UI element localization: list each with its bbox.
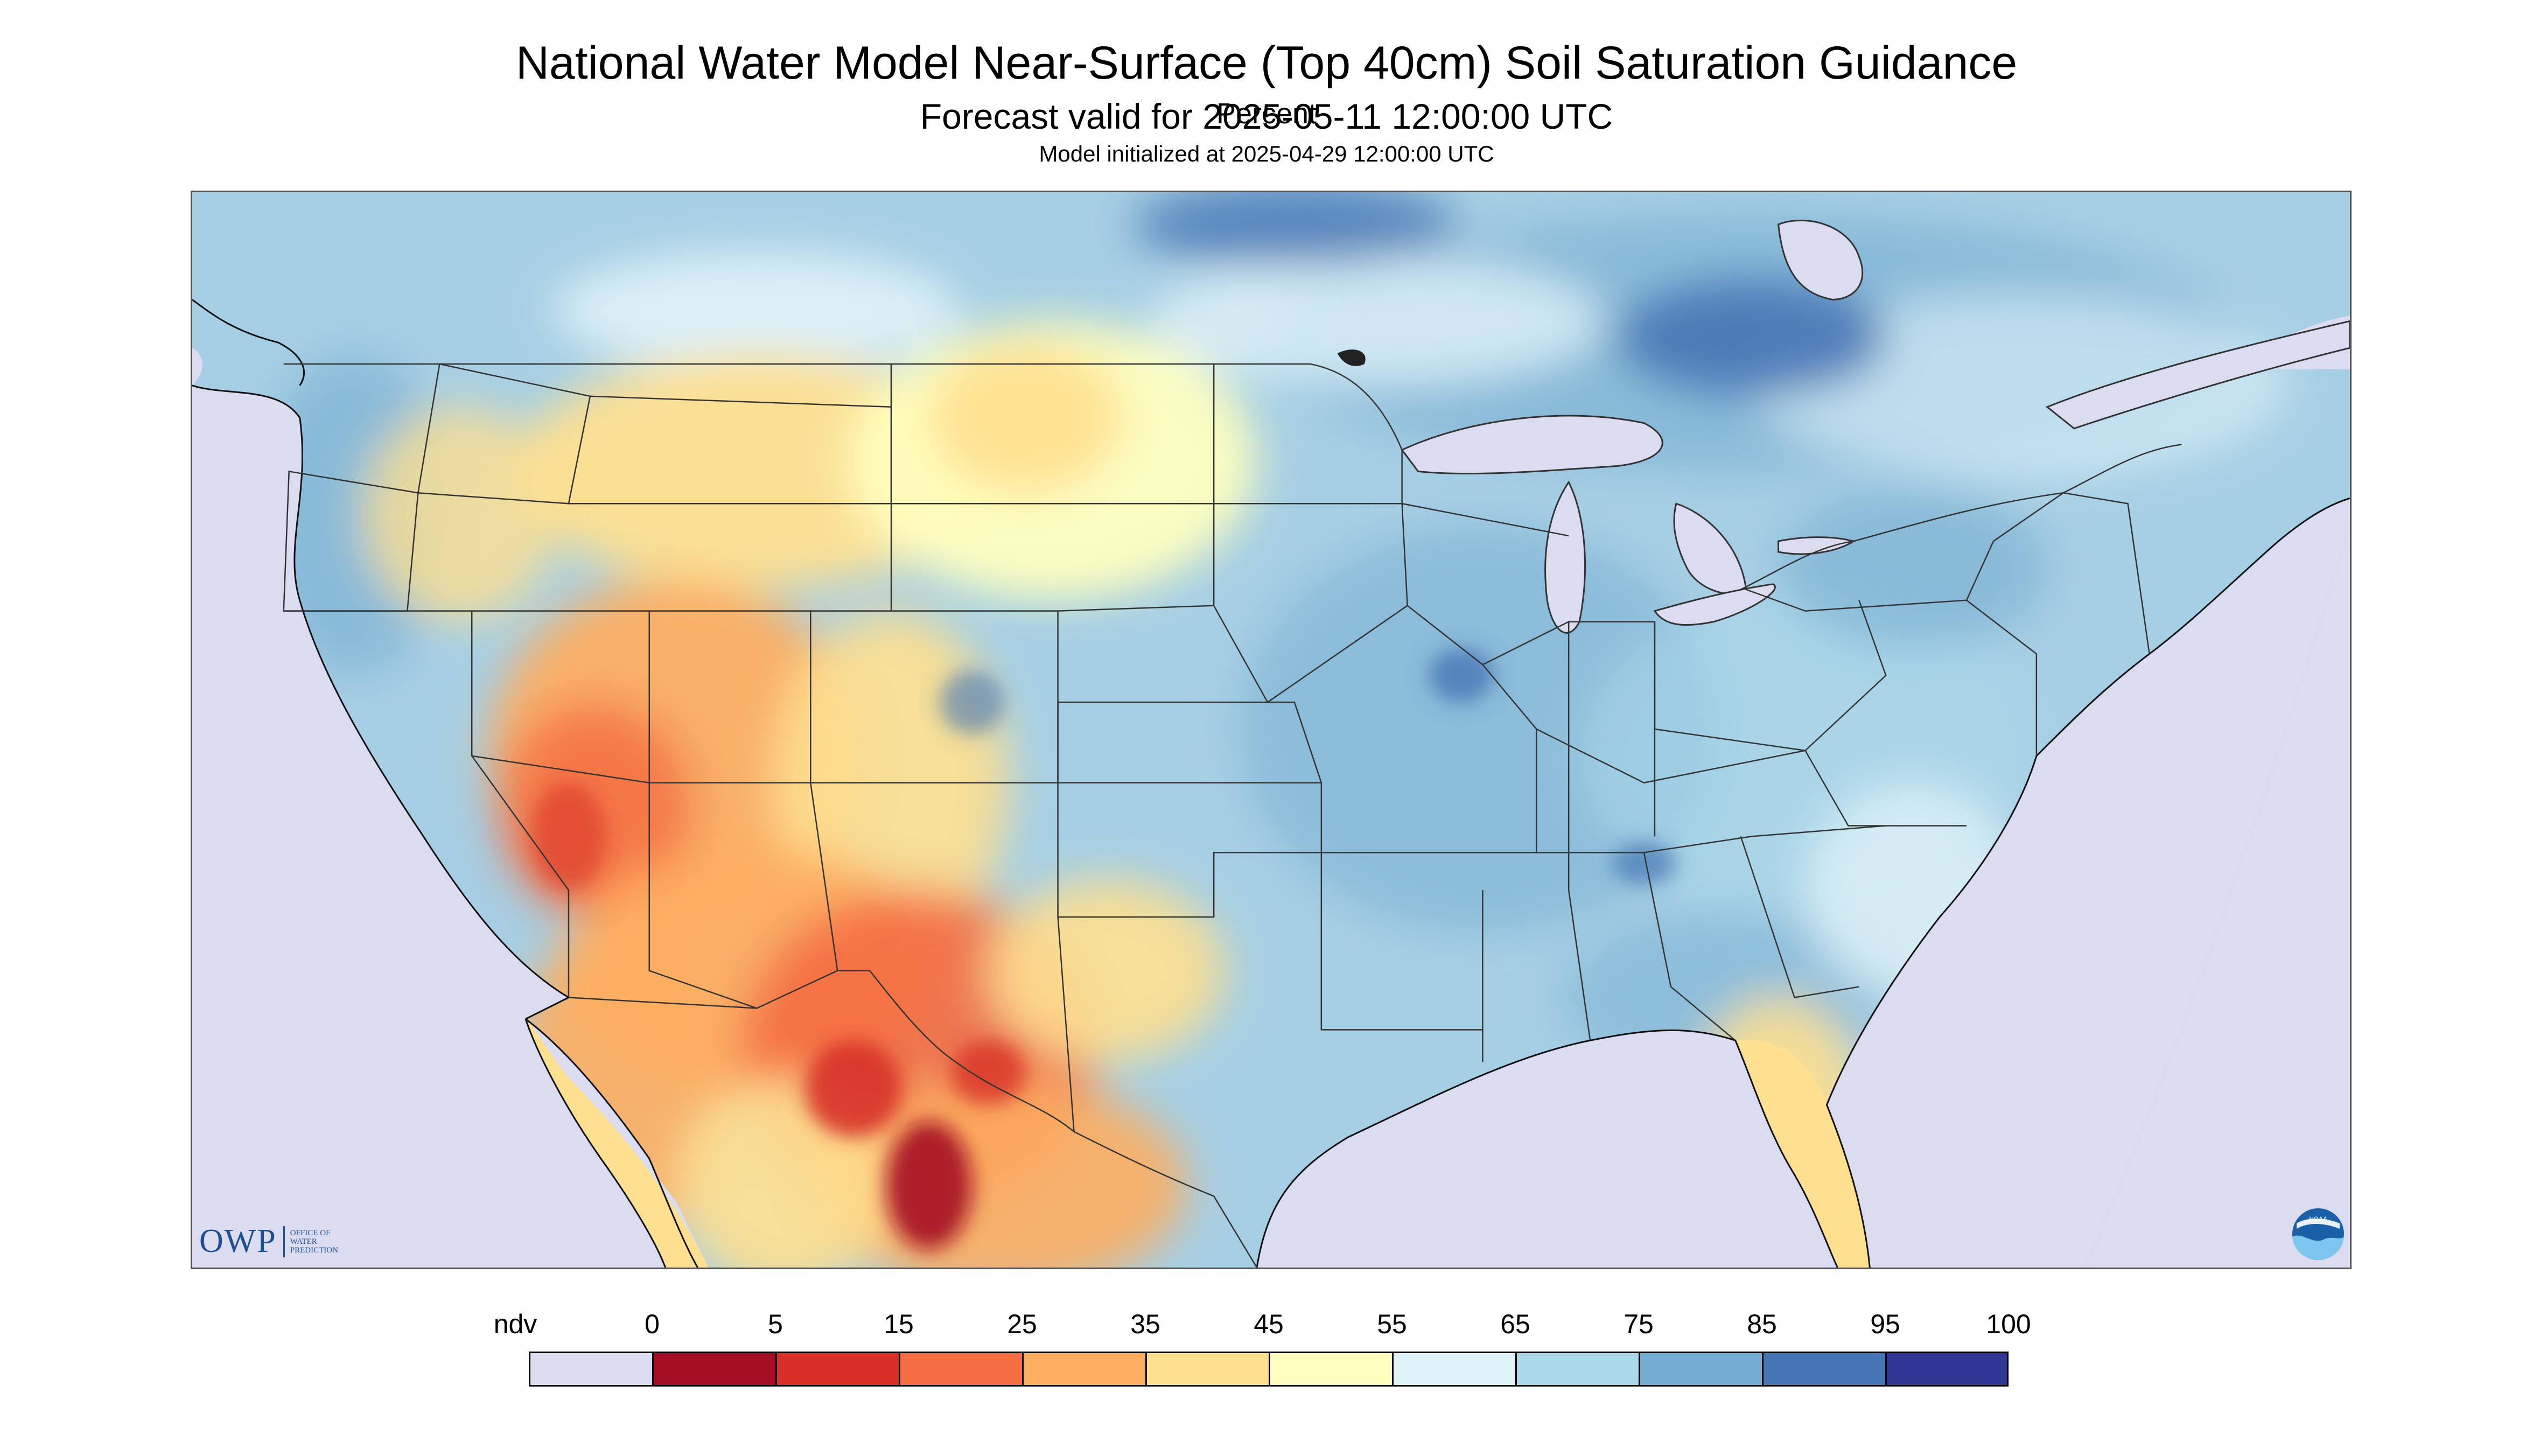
legend-tick-label: 45 <box>1254 1309 1284 1339</box>
nodata-east <box>2084 525 2350 1268</box>
soil-saturation-map <box>191 191 2352 1269</box>
legend-swatch <box>1145 1352 1269 1387</box>
noaa-logo: NOAA <box>2292 1208 2344 1260</box>
florida-peninsula <box>1735 1040 1870 1268</box>
atlantic-ocean <box>1827 498 2350 1268</box>
legend-swatch <box>1639 1352 1762 1387</box>
legend-swatch <box>1885 1352 2009 1387</box>
legend-swatch <box>1762 1352 1885 1387</box>
gulf-of-mexico <box>1257 1030 1838 1268</box>
legend-tick-label: 5 <box>768 1309 783 1339</box>
us-canada-border <box>283 363 1403 451</box>
color-legend: ndv 0 5 15 25 35 45 55 65 75 85 95 100 <box>0 1303 2533 1443</box>
nodata-west-upper <box>192 348 202 386</box>
legend-tick-label: 85 <box>1747 1309 1777 1339</box>
lake-erie <box>1653 583 1776 626</box>
legend-swatch <box>1022 1352 1145 1387</box>
model-init-time: Model initialized at 2025-04-29 12:00:00… <box>1039 141 1494 166</box>
owp-logo-line: OFFICE OF <box>290 1228 331 1237</box>
lake-michigan <box>1544 480 1586 634</box>
legend-swatch <box>529 1352 652 1387</box>
owp-logo-mark: OWP <box>199 1223 277 1259</box>
owp-logo-line: WATER <box>290 1237 317 1246</box>
james-bay <box>1777 219 1864 300</box>
legend-swatch <box>1392 1352 1515 1387</box>
legend-tick-label: 35 <box>1130 1309 1160 1339</box>
legend-swatch <box>1269 1352 1392 1387</box>
legend-tick-label: 55 <box>1377 1309 1407 1339</box>
baja-peninsula <box>526 1019 709 1268</box>
lake-of-the-woods <box>1337 349 1366 366</box>
legend-swatch <box>652 1352 775 1387</box>
legend-unit: Percent <box>1216 97 1317 130</box>
st-lawrence <box>2045 320 2350 430</box>
legend-tick-label: 75 <box>1624 1309 1654 1339</box>
legend-tick-label: 0 <box>645 1309 660 1339</box>
legend-tick-label: 25 <box>1007 1309 1037 1339</box>
map-canvas <box>192 192 2350 1268</box>
owp-logo: OWP OFFICE OF WATER PREDICTION <box>199 1222 338 1261</box>
legend-swatch <box>1515 1352 1639 1387</box>
legend-swatch <box>899 1352 1022 1387</box>
map-title: National Water Model Near-Surface (Top 4… <box>515 37 2018 89</box>
owp-logo-line: PREDICTION <box>290 1245 338 1255</box>
noaa-logo-text: NOAA <box>2309 1215 2327 1223</box>
legend-tick-label: 95 <box>1870 1309 1900 1339</box>
us-mexico-border <box>568 970 1258 1268</box>
political-boundaries <box>283 363 2182 1268</box>
legend-swatch <box>775 1352 899 1387</box>
owp-logo-divider <box>283 1226 285 1257</box>
us-canada-border-east <box>1740 444 2182 590</box>
owp-logo-text: OFFICE OF WATER PREDICTION <box>290 1229 338 1255</box>
legend-tick-label: 100 <box>1986 1309 2031 1339</box>
legend-tick-label: ndv <box>493 1309 537 1339</box>
legend-tick-label: 15 <box>884 1309 914 1339</box>
legend-tick-label: 65 <box>1500 1309 1530 1339</box>
lake-superior <box>1401 415 1663 475</box>
forecast-valid-time: Forecast valid for 2025-05-11 12:00:00 U… <box>920 96 1613 136</box>
coastlines <box>192 299 2350 1268</box>
